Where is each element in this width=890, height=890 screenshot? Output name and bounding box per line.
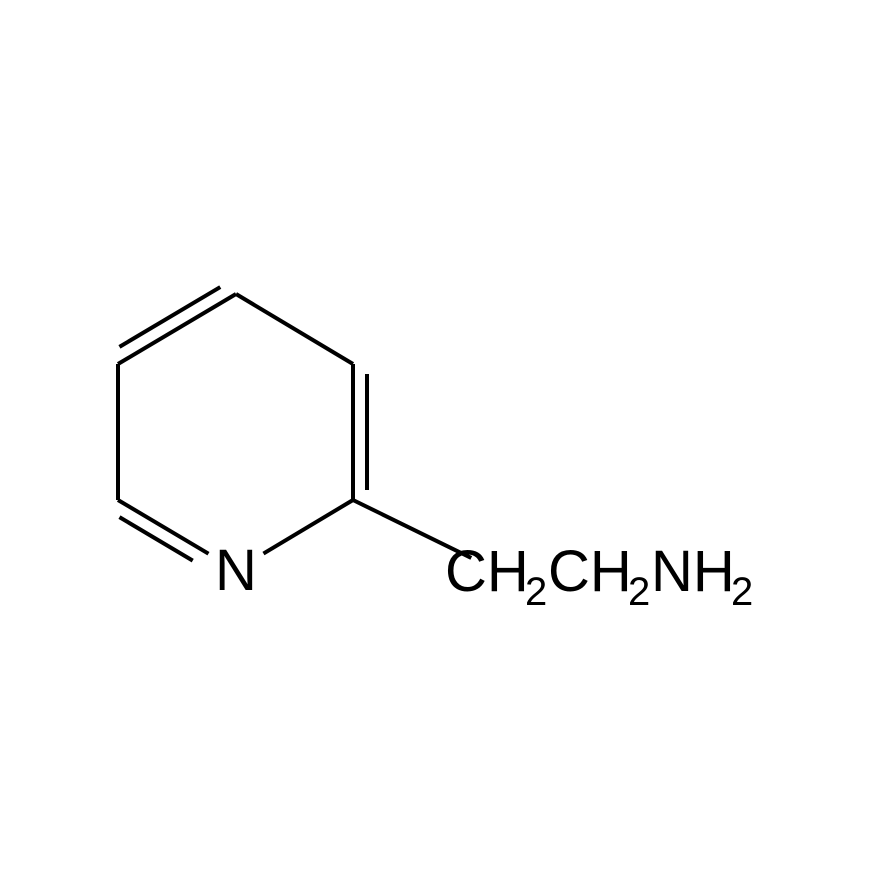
chain-label-2: CH: [548, 539, 632, 604]
molecule-diagram: NCH2CH2NH2: [0, 0, 890, 890]
atom-label-n-ring: N: [215, 538, 257, 603]
chain-label-4: NH: [651, 539, 735, 604]
bond-C6-N_ring: [118, 500, 208, 554]
bond-C4-C5: [118, 294, 236, 364]
chain-label-1: 2: [525, 570, 547, 614]
bond-N_ring-C2: [263, 500, 353, 554]
bond-C3-C4: [236, 294, 353, 364]
labels-group: NCH2CH2NH2: [215, 538, 753, 614]
bond-C4-C5-inner: [119, 287, 220, 347]
chain-label-0: CH: [445, 539, 529, 604]
bonds-group: [118, 287, 471, 561]
chain-label-3: 2: [628, 570, 650, 614]
chain-label-5: 2: [731, 570, 753, 614]
